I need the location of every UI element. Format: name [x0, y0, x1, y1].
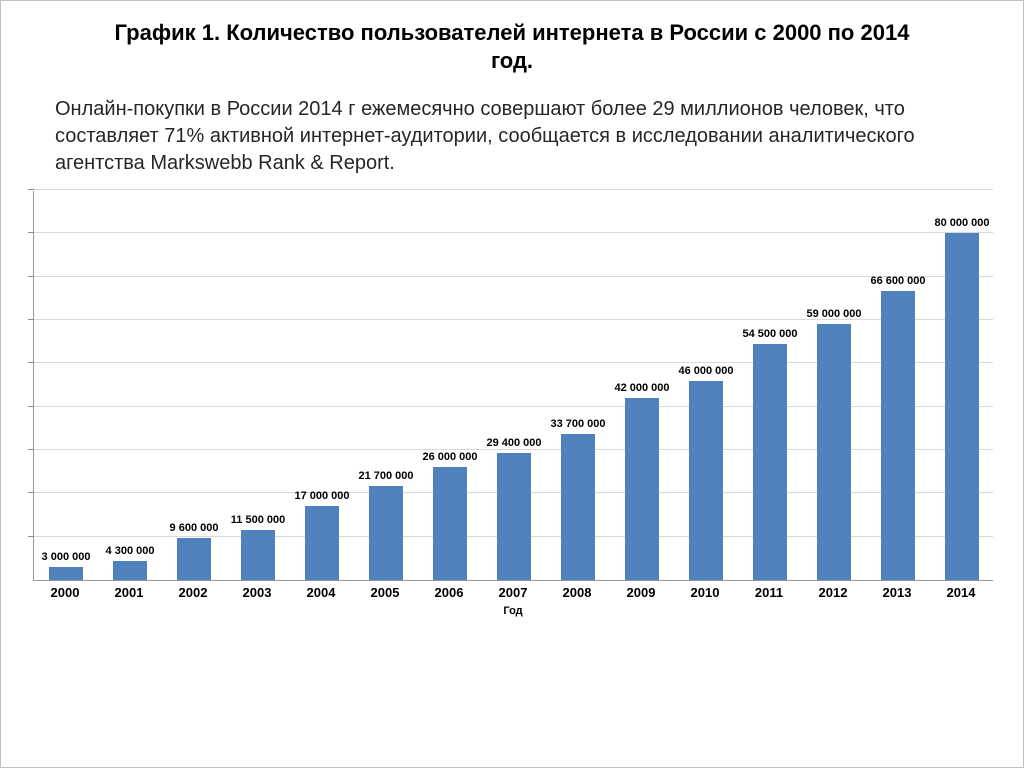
- bar-value-label: 17 000 000: [294, 490, 349, 502]
- x-axis-labels: 2000 2001 2002 2003 2004 2005 2006 2007 2008 2009…: [33, 581, 993, 603]
- y-tick-mark: [28, 406, 34, 407]
- chart-description: Онлайн-покупки в России 2014 г ежемесячн…: [55, 96, 969, 177]
- x-tick-label: 2002: [179, 585, 208, 600]
- bar: [241, 530, 275, 580]
- x-tick-label: 2006: [435, 585, 464, 600]
- bar: [177, 538, 211, 580]
- bar: [49, 567, 83, 580]
- bar: [113, 561, 147, 580]
- bar-value-label: 59 000 000: [806, 308, 861, 320]
- bar-value-label: 66 600 000: [870, 275, 925, 287]
- bar-chart: 3 000 000 4 300 000 9 600 000 11 500 000 17 …: [33, 191, 993, 617]
- grid-line: [34, 232, 993, 233]
- bar-value-label: 46 000 000: [678, 365, 733, 377]
- bar: [305, 506, 339, 580]
- page: График 1. Количество пользователей интер…: [0, 0, 1024, 768]
- x-tick-label: 2010: [691, 585, 720, 600]
- plot-area: 3 000 000 4 300 000 9 600 000 11 500 000 17 …: [33, 191, 993, 581]
- y-tick-mark: [28, 189, 34, 190]
- bar-value-label: 9 600 000: [170, 522, 219, 534]
- title-line-2: год.: [491, 48, 533, 73]
- bar-value-label: 4 300 000: [106, 545, 155, 557]
- bar: [881, 291, 915, 580]
- bar: [753, 344, 787, 580]
- y-tick-mark: [28, 276, 34, 277]
- x-tick-label: 2014: [947, 585, 976, 600]
- bar: [625, 398, 659, 580]
- bar: [497, 453, 531, 580]
- x-tick-label: 2009: [627, 585, 656, 600]
- grid-line: [34, 276, 993, 277]
- x-tick-label: 2000: [51, 585, 80, 600]
- bar: [945, 233, 979, 580]
- bar: [561, 434, 595, 580]
- x-tick-label: 2005: [371, 585, 400, 600]
- y-tick-mark: [28, 492, 34, 493]
- bar: [689, 381, 723, 580]
- x-tick-label: 2004: [307, 585, 336, 600]
- bar-value-label: 33 700 000: [550, 418, 605, 430]
- x-tick-label: 2008: [563, 585, 592, 600]
- x-tick-label: 2013: [883, 585, 912, 600]
- bar-value-label: 11 500 000: [231, 514, 285, 526]
- y-tick-mark: [28, 319, 34, 320]
- bar-value-label: 80 000 000: [934, 217, 989, 229]
- chart-title: График 1. Количество пользователей интер…: [15, 19, 1009, 74]
- y-tick-mark: [28, 536, 34, 537]
- x-tick-label: 2012: [819, 585, 848, 600]
- x-tick-label: 2011: [755, 585, 783, 600]
- y-tick-mark: [28, 232, 34, 233]
- bar: [817, 324, 851, 580]
- x-tick-label: 2001: [115, 585, 144, 600]
- title-line-1: График 1. Количество пользователей интер…: [115, 20, 910, 45]
- bar: [433, 467, 467, 580]
- bar-value-label: 26 000 000: [422, 451, 477, 463]
- y-tick-mark: [28, 449, 34, 450]
- bar-value-label: 3 000 000: [42, 551, 91, 563]
- bar-value-label: 42 000 000: [614, 382, 669, 394]
- bar-value-label: 21 700 000: [358, 470, 413, 482]
- bar: [369, 486, 403, 580]
- grid-line: [34, 189, 993, 190]
- x-tick-label: 2003: [243, 585, 272, 600]
- x-tick-label: 2007: [499, 585, 528, 600]
- bar-value-label: 29 400 000: [486, 437, 541, 449]
- y-tick-mark: [28, 362, 34, 363]
- bar-value-label: 54 500 000: [742, 328, 797, 340]
- x-axis-title: Год: [33, 605, 993, 617]
